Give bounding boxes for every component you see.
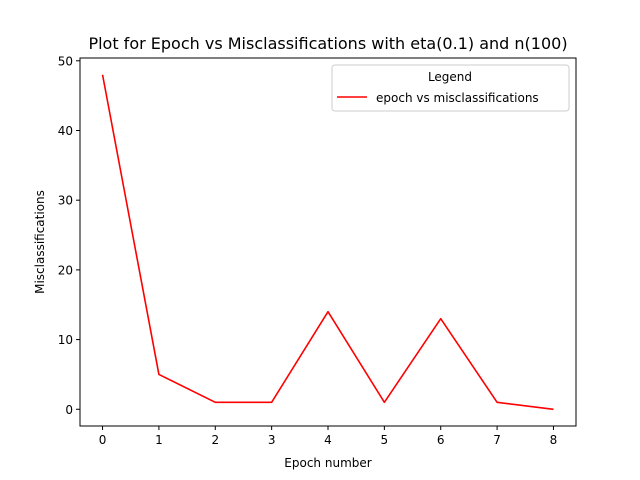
x-tick-label: 1 — [155, 433, 163, 447]
x-tick-label: 3 — [268, 433, 276, 447]
series-line-epoch-vs-misclassifications — [101, 74, 554, 411]
x-tick-label: 5 — [381, 433, 389, 447]
y-tick-label: 20 — [58, 263, 73, 277]
legend-label-epoch-vs-misclassifications: epoch vs misclassifications — [376, 91, 539, 105]
plot-area-frame — [79, 57, 577, 427]
legend: Legend epoch vs misclassifications — [331, 64, 570, 112]
x-tick-label: 4 — [324, 433, 332, 447]
legend-title: Legend — [428, 70, 472, 84]
x-tick-label: 2 — [211, 433, 219, 447]
y-axis-label: Misclassifications — [33, 190, 47, 294]
x-tick-label: 8 — [550, 433, 558, 447]
x-tick-label: 7 — [493, 433, 501, 447]
tick-layer: 0 1 2 3 4 5 6 7 8 0 10 20 30 40 50 — [58, 54, 558, 447]
y-tick-label: 30 — [58, 194, 73, 208]
y-tick-label: 0 — [65, 403, 73, 417]
chart-title: Plot for Epoch vs Misclassifications wit… — [88, 34, 567, 53]
legend-box — [331, 64, 570, 112]
x-tick-label: 6 — [437, 433, 445, 447]
y-tick-label: 40 — [58, 124, 73, 138]
y-tick-label: 10 — [58, 333, 73, 347]
x-axis-label: Epoch number — [284, 456, 371, 470]
data-layer — [101, 74, 554, 411]
y-tick-label: 50 — [58, 54, 73, 68]
x-tick-label: 0 — [99, 433, 107, 447]
